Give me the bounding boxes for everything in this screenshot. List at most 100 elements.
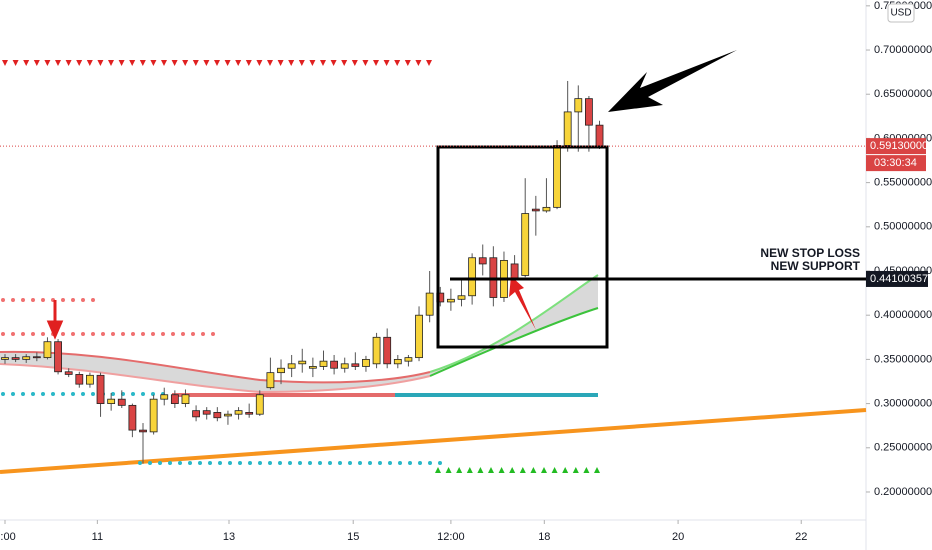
dot (218, 461, 222, 465)
candle-body (202, 410, 211, 415)
candle-body (330, 360, 339, 369)
dot (101, 332, 105, 336)
triangle (65, 60, 72, 66)
y-tick-label: 0.25000000 (874, 442, 932, 454)
candle-body (64, 371, 73, 375)
candle-body (585, 98, 593, 126)
triangle (288, 60, 295, 66)
triangle (583, 467, 590, 473)
dot (238, 461, 242, 465)
dot (31, 392, 35, 396)
candle-body (415, 314, 423, 359)
triangle (309, 60, 316, 66)
y-tick-label: 0.30000000 (874, 397, 932, 409)
annotation: NEW SUPPORT (771, 259, 861, 273)
dot (388, 461, 392, 465)
ma-line (0, 363, 431, 394)
triangle (55, 60, 61, 66)
dot (358, 461, 362, 465)
x-tick-label: 12:00 (437, 531, 465, 543)
candle-body (287, 363, 296, 369)
candle-body (32, 356, 41, 359)
triangle (298, 60, 305, 66)
dot (1, 332, 5, 336)
triangle (277, 60, 284, 66)
dot (21, 392, 25, 396)
dot (1, 392, 5, 396)
dot (51, 392, 55, 396)
candle-body (372, 336, 381, 365)
ma-line (0, 350, 431, 384)
dot (318, 461, 322, 465)
candle-body (298, 360, 307, 365)
dot (148, 461, 152, 465)
candle-body (340, 363, 349, 369)
dot (21, 332, 25, 336)
dot (178, 461, 182, 465)
candle-body (96, 374, 105, 404)
dot (41, 392, 45, 396)
triangle (76, 60, 83, 66)
candle-body (521, 213, 530, 276)
triangle (488, 467, 494, 473)
dot (61, 332, 65, 336)
triangle (477, 467, 484, 473)
y-tick-label: 0.35000000 (874, 353, 932, 365)
candle-body (266, 372, 275, 389)
dot (181, 332, 185, 336)
triangle (415, 60, 422, 66)
dot (71, 332, 75, 336)
ma-band (0, 351, 430, 392)
dot (141, 392, 145, 396)
annotation: NEW STOP LOSS (760, 246, 860, 260)
candle-body (86, 374, 94, 385)
triangle (23, 60, 30, 66)
candle-body (574, 98, 583, 113)
candle-body (213, 412, 222, 419)
candle-body (308, 366, 317, 369)
dot (131, 392, 135, 396)
black-arrow (608, 50, 737, 112)
x-tick-label: 15 (347, 531, 359, 543)
triangle (245, 60, 252, 66)
dot (308, 461, 312, 465)
countdown-tag (866, 155, 926, 172)
triangle (551, 467, 558, 473)
dot (21, 298, 25, 302)
candle-body (319, 360, 328, 367)
dot (11, 392, 15, 396)
triangle (12, 60, 19, 66)
trend-line (0, 408, 867, 474)
candle-body (425, 292, 434, 316)
dot (61, 298, 65, 302)
candle-body (224, 413, 232, 417)
candle-body (383, 336, 392, 365)
candle-body (234, 410, 243, 415)
dot (171, 332, 175, 336)
price-tag (866, 138, 926, 155)
triangle (161, 60, 167, 66)
dot (81, 298, 85, 302)
currency-badge (887, 3, 915, 23)
x-tick-label: 22 (795, 531, 807, 543)
dot (11, 298, 15, 302)
triangle (445, 467, 452, 473)
dot (211, 332, 215, 336)
dot (11, 332, 15, 336)
triangle (320, 60, 326, 66)
triangle (44, 60, 51, 66)
stop-tag-label: 0.44100357 (870, 273, 928, 285)
dot (151, 332, 155, 336)
dot (198, 461, 202, 465)
triangle (394, 60, 401, 66)
dot (131, 332, 135, 336)
ma-line (429, 307, 599, 377)
triangle (572, 467, 579, 473)
triangle (256, 60, 263, 66)
triangle (351, 60, 358, 66)
dot (378, 461, 382, 465)
candle-body (43, 341, 52, 359)
